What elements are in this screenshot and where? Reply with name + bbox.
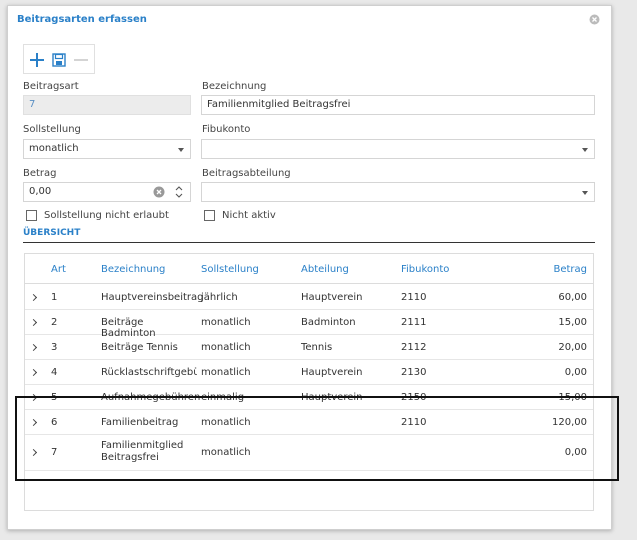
- table-cell: 3: [51, 341, 58, 353]
- fibukonto-select[interactable]: [201, 139, 595, 159]
- beitragsabteilung-select[interactable]: [201, 182, 595, 202]
- expand-chevron-icon[interactable]: [29, 393, 38, 401]
- beitragsart-field: 7: [23, 95, 191, 115]
- bezeichnung-label: Bezeichnung: [202, 81, 267, 92]
- table-cell: monatlich: [201, 341, 251, 353]
- table-cell: Familienmitglied Beitragsfrei: [101, 440, 184, 463]
- table-row[interactable]: 1 Hauptvereinsbeitrag jährlich Hauptverein 2…: [25, 285, 593, 310]
- col-bezeichnung[interactable]: Bezeichnung: [101, 264, 166, 275]
- col-fibukonto[interactable]: Fibukonto: [401, 264, 450, 275]
- expand-chevron-icon[interactable]: [29, 343, 38, 351]
- section-divider: [23, 242, 595, 243]
- table-cell: 2: [51, 316, 58, 328]
- table-cell: 60,00: [558, 291, 587, 303]
- table-cell: 15,00: [558, 391, 587, 403]
- table-cell: 0,00: [564, 447, 587, 458]
- dialog-beitragsarten: Beitragsarten erfassen Beitragsart 7 Bez…: [7, 5, 612, 530]
- sollstellung-select[interactable]: monatlich: [23, 139, 191, 159]
- bezeichnung-input[interactable]: Familienmitglied Beitragsfrei: [201, 95, 595, 115]
- table-cell: 6: [51, 416, 58, 428]
- plus-icon[interactable]: [29, 52, 45, 68]
- table-cell: monatlich: [201, 447, 251, 458]
- table-row[interactable]: 4 Rücklastschriftgebühr monatlich Hauptvere…: [25, 360, 593, 385]
- table-cell: 2110: [401, 291, 427, 303]
- table-cell: Aufnahmegebühren: [101, 391, 201, 403]
- table-cell: 0,00: [564, 366, 587, 378]
- table-row[interactable]: 7 Familienmitglied Beitragsfrei monatlich 0…: [25, 435, 593, 471]
- table-cell: monatlich: [201, 366, 251, 378]
- table-cell: 2150: [401, 391, 427, 403]
- table-cell: 7: [51, 447, 58, 458]
- nicht-aktiv-label: Nicht aktiv: [222, 210, 276, 221]
- stepper-icon[interactable]: [175, 185, 183, 199]
- table-cell: 2112: [401, 341, 427, 353]
- chevron-down-icon: [582, 148, 588, 152]
- table-cell: 15,00: [558, 316, 587, 328]
- chevron-down-icon: [582, 191, 588, 195]
- expand-chevron-icon[interactable]: [29, 368, 38, 376]
- betrag-input[interactable]: 0,00: [23, 182, 191, 202]
- table-header: Art Bezeichnung Sollstellung Abteilung F…: [25, 254, 593, 284]
- beitragsart-label: Beitragsart: [23, 81, 79, 92]
- table-cell: Hauptvereinsbeitrag: [101, 291, 204, 303]
- expand-chevron-icon[interactable]: [29, 418, 38, 426]
- table-cell: monatlich: [201, 416, 251, 428]
- table-row[interactable]: 5 Aufnahmegebühren einmalig Hauptverein 2150…: [25, 385, 593, 410]
- overview-table: Art Bezeichnung Sollstellung Abteilung F…: [24, 253, 594, 511]
- expand-chevron-icon[interactable]: [29, 293, 38, 301]
- floppy-disk-icon[interactable]: [51, 52, 67, 68]
- table-row[interactable]: 3 Beiträge Tennis monatlich Tennis 2112 20,00: [25, 335, 593, 360]
- table-cell: Hauptverein: [301, 366, 363, 378]
- table-cell: Rücklastschriftgebühr: [101, 366, 197, 378]
- section-title-uebersicht: ÜBERSICHT: [23, 228, 81, 238]
- col-sollstellung[interactable]: Sollstellung: [201, 264, 259, 275]
- table-cell: monatlich: [201, 316, 251, 328]
- minus-icon[interactable]: [73, 52, 89, 68]
- fibukonto-label: Fibukonto: [202, 124, 251, 135]
- col-betrag[interactable]: Betrag: [553, 264, 587, 275]
- table-cell: Hauptverein: [301, 291, 363, 303]
- beitragsabteilung-label: Beitragsabteilung: [202, 168, 291, 179]
- sollstellung-value: monatlich: [29, 143, 79, 154]
- table-cell: jährlich: [201, 291, 238, 303]
- table-cell: Beiträge Tennis: [101, 341, 178, 353]
- col-art[interactable]: Art: [51, 264, 66, 275]
- table-cell: 5: [51, 391, 58, 403]
- col-abteilung[interactable]: Abteilung: [301, 264, 349, 275]
- betrag-value: 0,00: [29, 186, 52, 197]
- expand-chevron-icon[interactable]: [29, 448, 38, 457]
- table-cell: Badminton: [301, 316, 356, 328]
- expand-chevron-icon[interactable]: [29, 318, 38, 326]
- table-cell: Beiträge Badminton: [101, 316, 156, 339]
- table-cell: 120,00: [552, 416, 587, 428]
- table-cell: einmalig: [201, 391, 245, 403]
- nicht-aktiv-checkbox[interactable]: [204, 210, 215, 221]
- sollstellung-nicht-erlaubt-label: Sollstellung nicht erlaubt: [44, 210, 169, 221]
- table-cell: 1: [51, 291, 58, 303]
- table-row[interactable]: 2 Beiträge Badminton monatlich Badminton 211…: [25, 310, 593, 339]
- close-icon[interactable]: [589, 14, 600, 25]
- table-cell: 20,00: [558, 341, 587, 353]
- table-cell: 2110: [401, 416, 427, 428]
- table-cell: Tennis: [301, 341, 333, 353]
- sollstellung-label: Sollstellung: [23, 124, 81, 135]
- table-cell: Hauptverein: [301, 391, 363, 403]
- table-row[interactable]: 6 Familienbeitrag monatlich 2110 120,00: [25, 410, 593, 435]
- table-cell: 4: [51, 366, 58, 378]
- clear-icon[interactable]: [153, 186, 165, 198]
- dialog-title: Beitragsarten erfassen: [17, 14, 147, 25]
- table-cell: 2111: [401, 316, 427, 328]
- betrag-label: Betrag: [23, 168, 57, 179]
- table-cell: 2130: [401, 366, 427, 378]
- sollstellung-nicht-erlaubt-checkbox[interactable]: [26, 210, 37, 221]
- table-cell: Familienbeitrag: [101, 416, 179, 428]
- chevron-down-icon: [178, 148, 184, 152]
- toolbar: [23, 44, 95, 74]
